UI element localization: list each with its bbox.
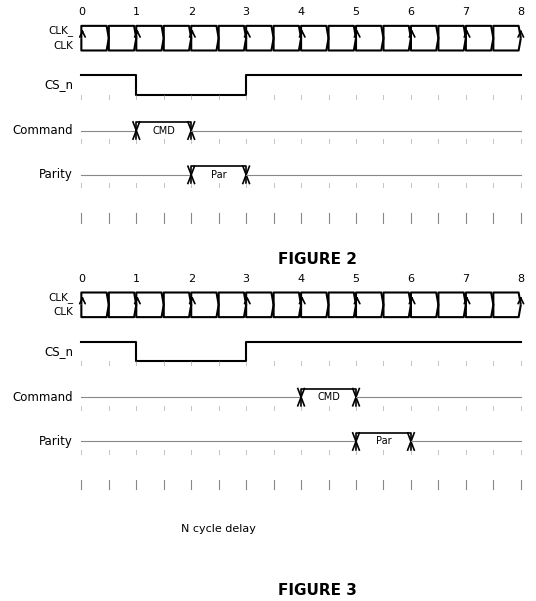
Text: N cycle delay: N cycle delay — [181, 524, 256, 534]
Text: 3: 3 — [243, 7, 250, 17]
Text: 3: 3 — [243, 273, 250, 284]
Text: 6: 6 — [407, 7, 414, 17]
Text: 2: 2 — [188, 273, 195, 284]
Text: 8: 8 — [517, 273, 524, 284]
Text: Par: Par — [211, 170, 227, 180]
Text: CMD: CMD — [152, 126, 175, 135]
Text: 0: 0 — [78, 273, 85, 284]
Text: Parity: Parity — [39, 435, 73, 448]
Text: 8: 8 — [517, 7, 524, 17]
Text: CLK: CLK — [53, 307, 73, 317]
Text: 5: 5 — [353, 273, 360, 284]
Text: 7: 7 — [463, 273, 470, 284]
Text: 7: 7 — [463, 7, 470, 17]
Text: Parity: Parity — [39, 168, 73, 182]
Text: CS_n: CS_n — [44, 345, 73, 358]
Text: CLK_: CLK_ — [48, 292, 73, 303]
Text: 1: 1 — [133, 7, 140, 17]
Text: 2: 2 — [188, 7, 195, 17]
Text: CS_n: CS_n — [44, 79, 73, 91]
Text: 0: 0 — [78, 7, 85, 17]
Text: 4: 4 — [297, 273, 304, 284]
Text: CMD: CMD — [317, 392, 340, 402]
Text: 1: 1 — [133, 273, 140, 284]
Text: 6: 6 — [407, 273, 414, 284]
Text: CLK_: CLK_ — [48, 25, 73, 36]
Text: Command: Command — [12, 391, 73, 404]
Text: Command: Command — [12, 124, 73, 137]
Text: CLK: CLK — [53, 40, 73, 50]
Text: Par: Par — [376, 436, 391, 447]
Text: 5: 5 — [353, 7, 360, 17]
Text: FIGURE 2: FIGURE 2 — [278, 252, 357, 267]
Text: FIGURE 3: FIGURE 3 — [278, 583, 357, 598]
Text: 4: 4 — [297, 7, 304, 17]
